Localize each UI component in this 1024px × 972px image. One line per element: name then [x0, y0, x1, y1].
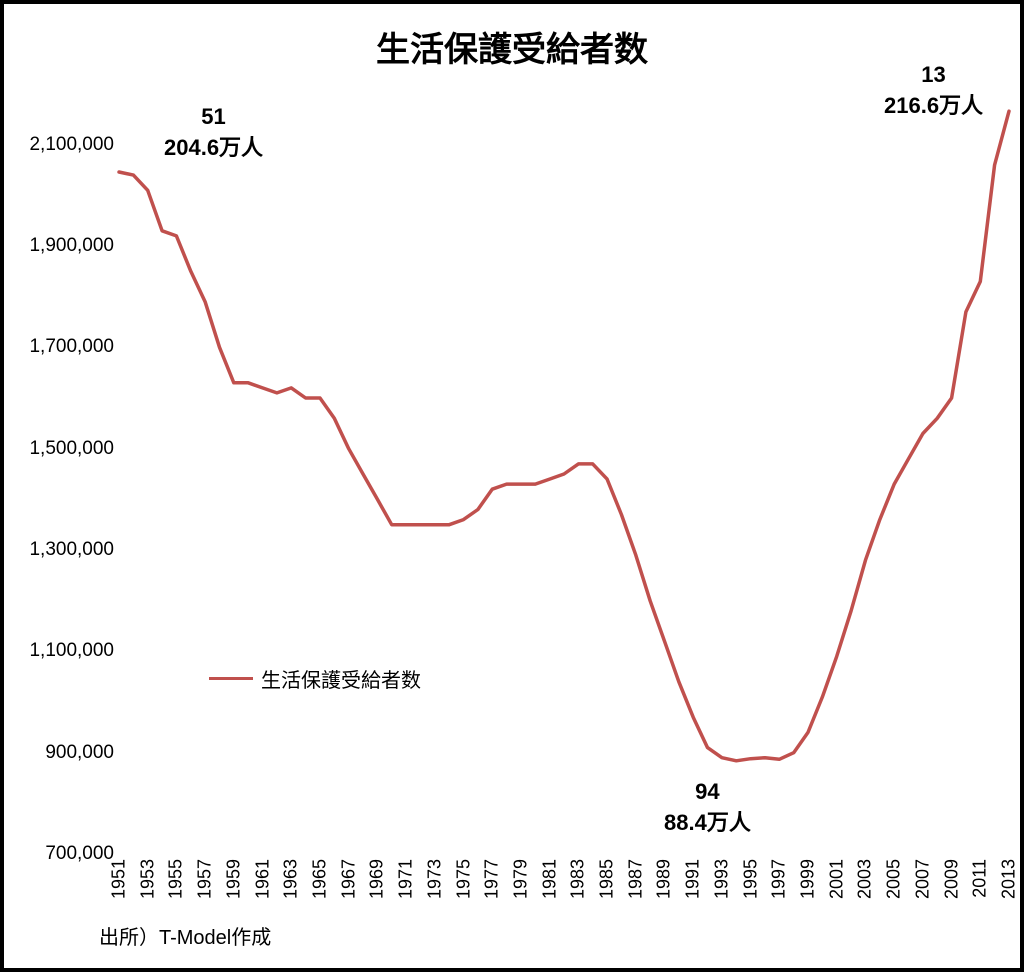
y-tick-label: 1,900,000 — [12, 235, 114, 257]
x-tick-label: 2013 — [999, 859, 1020, 899]
x-tick-label: 2011 — [970, 859, 991, 898]
x-tick-label: 1971 — [396, 859, 417, 899]
x-tick-label: 1995 — [740, 859, 761, 899]
x-tick-label: 1957 — [195, 859, 216, 899]
annotation-year: 94 — [664, 779, 751, 805]
x-tick-label: 1997 — [769, 859, 790, 899]
annotation-value: 88.4万人 — [664, 805, 751, 837]
legend: 生活保護受給者数 — [209, 664, 421, 693]
y-tick-label: 1,700,000 — [12, 336, 114, 358]
x-tick-label: 1987 — [625, 859, 646, 899]
plot-area — [119, 94, 1009, 854]
legend-label: 生活保護受給者数 — [261, 664, 421, 693]
x-tick-label: 1979 — [510, 859, 531, 899]
source-label: 出所）T-Model作成 — [99, 921, 271, 950]
y-axis: 700,000900,0001,100,0001,300,0001,500,00… — [12, 94, 114, 854]
annotation: 13216.6万人 — [884, 62, 983, 120]
y-tick-label: 900,000 — [12, 742, 114, 764]
chart-title: 生活保護受給者数 — [4, 22, 1020, 71]
x-tick-label: 1965 — [309, 859, 330, 899]
x-tick-label: 2005 — [884, 859, 905, 899]
annotation-year: 13 — [884, 62, 983, 88]
x-tick-label: 1977 — [482, 859, 503, 899]
x-tick-label: 1973 — [424, 859, 445, 899]
x-tick-label: 2001 — [826, 859, 847, 899]
x-tick-label: 2009 — [941, 859, 962, 899]
x-axis: 1951195319551957195919611963196519671969… — [119, 859, 1009, 929]
x-tick-label: 1959 — [223, 859, 244, 899]
x-tick-label: 1963 — [281, 859, 302, 899]
y-tick-label: 1,100,000 — [12, 640, 114, 662]
x-tick-label: 1951 — [109, 859, 130, 899]
legend-swatch — [209, 677, 253, 680]
x-tick-label: 1983 — [568, 859, 589, 899]
y-tick-label: 700,000 — [12, 843, 114, 865]
x-tick-label: 1991 — [683, 859, 704, 899]
x-tick-label: 1967 — [338, 859, 359, 899]
y-tick-label: 1,300,000 — [12, 539, 114, 561]
x-tick-label: 1999 — [798, 859, 819, 899]
x-tick-label: 2007 — [912, 859, 933, 899]
x-tick-label: 1993 — [711, 859, 732, 899]
x-tick-label: 2003 — [855, 859, 876, 899]
x-tick-label: 1961 — [252, 859, 273, 899]
y-tick-label: 2,100,000 — [12, 134, 114, 156]
annotation: 51204.6万人 — [164, 104, 263, 162]
x-tick-label: 1985 — [597, 859, 618, 899]
x-tick-label: 1981 — [539, 859, 560, 899]
annotation-value: 204.6万人 — [164, 130, 263, 162]
x-tick-label: 1975 — [453, 859, 474, 899]
x-tick-label: 1953 — [137, 859, 158, 899]
line-chart-svg — [119, 94, 1009, 854]
x-tick-label: 1989 — [654, 859, 675, 899]
y-tick-label: 1,500,000 — [12, 438, 114, 460]
x-tick-label: 1969 — [367, 859, 388, 899]
x-tick-label: 1955 — [166, 859, 187, 899]
annotation: 9488.4万人 — [664, 779, 751, 837]
annotation-year: 51 — [164, 104, 263, 130]
annotation-value: 216.6万人 — [884, 88, 983, 120]
chart-container: 生活保護受給者数 700,000 900,000 1,100,000 1,300,00… — [0, 0, 1024, 972]
